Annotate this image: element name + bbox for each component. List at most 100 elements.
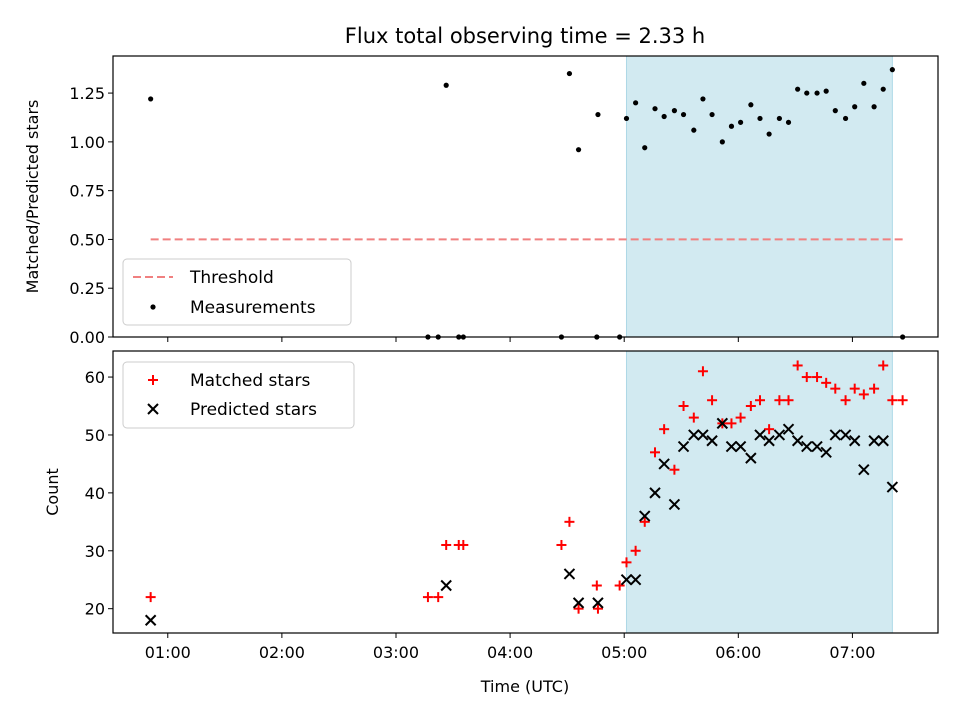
matched-star-point — [441, 539, 452, 550]
x-stroke — [791, 435, 804, 447]
x-stroke — [811, 440, 823, 453]
predicted-star-point — [649, 487, 661, 499]
x-tick-label: 06:00 — [715, 643, 761, 662]
measurement-point — [766, 131, 772, 137]
measurement-point — [832, 108, 838, 114]
predicted-star-point — [791, 435, 804, 447]
predicted-star-point — [820, 446, 832, 459]
matched-star-point — [573, 603, 584, 614]
x-stroke — [706, 435, 718, 447]
measurement-point — [652, 106, 658, 112]
measurement-point — [757, 115, 763, 122]
matched-star-point — [678, 401, 689, 412]
matched-star-point — [764, 424, 775, 435]
matched-star-point — [897, 395, 908, 406]
measurement-point — [785, 119, 792, 125]
predicted-star-point — [811, 440, 823, 453]
measurement-point — [795, 86, 801, 92]
matched-star-point — [812, 372, 823, 383]
y-tick-label: 60 — [85, 368, 105, 387]
y-tick-label: 0.25 — [69, 279, 105, 298]
matched-star-point — [774, 395, 785, 406]
predicted-star-point — [639, 510, 651, 522]
predicted-star-point — [716, 417, 729, 430]
matched-star-point — [821, 377, 832, 388]
x-stroke — [592, 597, 604, 609]
legend-count: Matched stars Predicted stars — [122, 361, 355, 429]
ratio-panel: 0.00 0.25 0.50 0.75 1.00 1.25 Matched/Predicte… — [23, 55, 939, 347]
x-stroke — [848, 435, 861, 447]
x-stroke — [886, 481, 899, 493]
matched-star-point — [840, 395, 851, 406]
legend-threshold-label: Threshold — [189, 268, 274, 288]
x-stroke — [734, 440, 747, 453]
legend-ratio: Threshold Measurements — [122, 258, 352, 326]
axes-frame — [112, 55, 939, 338]
predicted-star-point — [144, 614, 157, 626]
x-stroke — [773, 429, 786, 441]
predicted-star-point — [629, 574, 642, 586]
x-stroke — [563, 568, 576, 580]
matched-star-point — [614, 580, 625, 591]
x-stroke — [688, 429, 700, 441]
measurement-point — [671, 108, 678, 114]
predicted-star-point — [677, 440, 690, 453]
measurement-point — [852, 104, 858, 110]
matched-star-point — [745, 401, 756, 412]
predicted-star-point — [706, 435, 718, 447]
x-stroke — [697, 429, 709, 441]
matched-star-point — [659, 424, 670, 435]
x-axis-label: Time (UTC) — [480, 677, 569, 696]
measurement-point — [880, 86, 886, 92]
y-tick-label: 1.25 — [69, 84, 105, 103]
predicted-star-point — [801, 440, 813, 453]
matched-star-point — [433, 592, 444, 603]
matched-star-point — [592, 603, 603, 614]
x-tick-label: 02:00 — [259, 643, 305, 662]
x-stroke — [658, 458, 670, 470]
measurement-point — [443, 82, 449, 88]
matched-star-point — [669, 464, 680, 475]
x-stroke — [572, 597, 585, 609]
chart-title: Flux total observing time = 2.33 h — [345, 24, 705, 48]
observing-interval-shade — [625, 55, 893, 338]
legend-matched-label: Matched stars — [190, 371, 310, 391]
y-tick-label: 0.50 — [69, 230, 105, 249]
y-axis-label: Matched/Predicted stars — [23, 100, 42, 294]
matched-star-point — [621, 557, 632, 568]
measurement-point — [889, 67, 895, 73]
legend-box — [122, 361, 355, 429]
measurement-point — [566, 70, 573, 77]
x-stroke — [649, 487, 661, 499]
predicted-star-point — [592, 597, 604, 609]
matched-star-point — [735, 412, 746, 423]
legend-box — [122, 258, 352, 326]
x-stroke — [677, 440, 690, 453]
y-tick-label: 0.00 — [69, 328, 105, 347]
predicted-star-point — [440, 579, 452, 592]
x-stroke — [620, 574, 633, 586]
axes-frame — [112, 350, 939, 634]
measurement-point — [661, 113, 667, 120]
x-stroke — [858, 463, 870, 476]
matched-star-point — [887, 395, 898, 406]
predicted-star-point — [839, 429, 852, 441]
predicted-star-point — [877, 435, 889, 447]
predicted-star-point — [886, 481, 899, 493]
x-stroke — [754, 429, 766, 441]
matched-star-point — [697, 366, 708, 377]
y-axis-label: Count — [43, 468, 62, 516]
predicted-star-point — [688, 429, 700, 441]
matched-star-point — [783, 395, 794, 406]
x-stroke — [820, 446, 832, 459]
x-stroke — [716, 417, 729, 430]
measurement-point — [709, 111, 715, 118]
x-stroke — [745, 452, 757, 464]
x-stroke — [829, 429, 842, 441]
predicted-star-point — [658, 458, 670, 470]
predicted-star-point — [668, 498, 681, 511]
matched-star-point — [726, 418, 737, 429]
measurement-point — [776, 115, 782, 122]
y-tick-label: 1.00 — [69, 133, 105, 152]
